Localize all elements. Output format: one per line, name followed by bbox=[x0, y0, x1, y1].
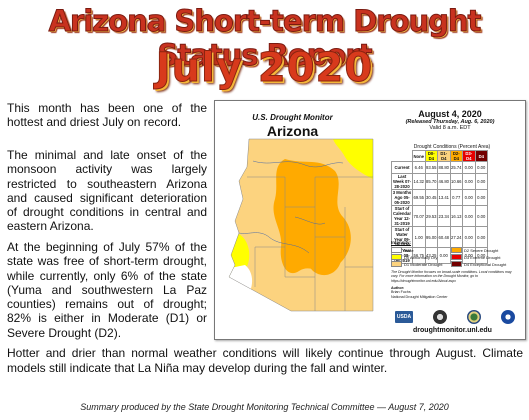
row-label: 3 Months Ago 05-05-2020 bbox=[391, 189, 413, 206]
table-cell: 88.80 bbox=[437, 161, 451, 174]
dm-url: droughtmonitor.unl.edu bbox=[413, 327, 492, 334]
drought-conditions-table: None D0-D4 D1-D4 D2-D4 D3-D4 D4 Current … bbox=[391, 150, 488, 264]
table-cell: 23.34 bbox=[437, 205, 451, 227]
legend-swatch bbox=[451, 261, 462, 267]
table-cell: 43.25 bbox=[424, 247, 438, 264]
col-header: None bbox=[412, 150, 426, 162]
table-cell: 30.45 bbox=[424, 189, 438, 206]
dm-table-title: Drought Conditions (Percent Area) bbox=[413, 144, 491, 150]
col-header: D2-D4 bbox=[449, 150, 463, 162]
legend-item: None bbox=[391, 247, 451, 253]
dm-valid: Valid 8 a.m. EDT bbox=[429, 125, 471, 131]
row-label: Current bbox=[391, 161, 413, 174]
dm-state: Arizona bbox=[266, 123, 319, 139]
table-cell: 0.00 bbox=[462, 205, 476, 227]
table-cell: 0.00 bbox=[462, 173, 476, 190]
table-cell: 85.70 bbox=[424, 173, 438, 190]
dm-date: August 4, 2020 bbox=[418, 109, 482, 119]
paragraph-3: At the beginning of July 57% of the stat… bbox=[7, 240, 207, 340]
arizona-drought-map bbox=[228, 138, 374, 312]
usda-logo: USDA bbox=[395, 311, 413, 323]
table-cell: 25.74 bbox=[449, 161, 463, 174]
table-cell: 0.00 bbox=[474, 226, 488, 248]
table-cell: 0.00 bbox=[474, 205, 488, 227]
dm-header: U.S. Drought Monitor Arizona bbox=[225, 113, 360, 139]
legend-item: D3 Extreme Drought bbox=[451, 254, 511, 260]
table-cell: 0.00 bbox=[474, 189, 488, 206]
table-cell: 0.00 bbox=[474, 247, 488, 264]
dm-date-block: August 4, 2020 (Released Thursday, Aug. … bbox=[385, 109, 515, 131]
table-cell: 13.41 bbox=[437, 189, 451, 206]
legend-note: The Drought Monitor focuses on broad-sca… bbox=[391, 270, 512, 283]
agency-logos: USDA bbox=[395, 309, 515, 325]
table-cell: 29.53 bbox=[424, 205, 438, 227]
table-cell: 0.00 bbox=[462, 189, 476, 206]
table-cell: 0.00 bbox=[437, 247, 451, 264]
table-cell: 69.55 bbox=[412, 189, 426, 206]
footer-credit: Summary produced by the State Drought Mo… bbox=[80, 402, 449, 412]
row-label: Start of Water Year 09-29-2020 bbox=[391, 226, 413, 248]
legend-item: D4 Exceptional Drought bbox=[451, 261, 511, 267]
dm-title: U.S. Drought Monitor bbox=[252, 113, 333, 122]
table-cell: 70.07 bbox=[412, 205, 426, 227]
col-header: D4 bbox=[474, 150, 488, 162]
legend-label: None bbox=[404, 247, 414, 253]
table-cell: 16.13 bbox=[449, 205, 463, 227]
legend-label: D0 Abnormally Dry bbox=[404, 254, 438, 260]
legend-swatch bbox=[451, 254, 462, 260]
table-corner bbox=[392, 151, 413, 162]
legend-label: D1 Moderate Drought bbox=[404, 261, 443, 267]
table-row: Start of Calendar Year 12-31-2019 70.07 … bbox=[391, 205, 488, 227]
table-row: Start of Water Year 09-29-2020 1.00 95.0… bbox=[391, 226, 488, 248]
legend-item: D0 Abnormally Dry bbox=[391, 254, 451, 260]
legend-label: D3 Extreme Drought bbox=[464, 254, 501, 260]
paragraph-outlook: Hotter and drier than normal weather con… bbox=[7, 346, 523, 375]
table-row: Current 6.46 93.55 88.80 25.74 0.00 0.00 bbox=[391, 161, 488, 174]
table-cell: 10.66 bbox=[449, 173, 463, 190]
table-cell: 6.46 bbox=[412, 161, 426, 174]
table-cell: 93.55 bbox=[424, 161, 438, 174]
legend-label: D2 Severe Drought bbox=[464, 247, 499, 253]
drought-monitor-figure: U.S. Drought Monitor Arizona August 4, 2… bbox=[214, 100, 526, 340]
noaa-logo bbox=[501, 310, 515, 324]
dm-release: (Released Thursday, Aug. 6, 2020) bbox=[405, 119, 495, 125]
author-block: Author: Brian Fuchs National Drought Mit… bbox=[391, 286, 521, 300]
report-title: Arizona Short-term Drought Status Report bbox=[48, 4, 482, 73]
row-label: Start of Calendar Year 12-31-2019 bbox=[391, 205, 413, 227]
legend-swatch bbox=[391, 261, 402, 267]
legend-label: D4 Exceptional Drought bbox=[464, 261, 507, 267]
table-cell: 14.32 bbox=[412, 173, 426, 190]
author-name: Brian Fuchs bbox=[391, 290, 411, 295]
author-label: Author: bbox=[391, 285, 405, 290]
legend-swatch bbox=[391, 254, 402, 260]
table-cell: 0.00 bbox=[474, 161, 488, 174]
report-month: July 2020 bbox=[155, 45, 374, 92]
legend-title: Intensity: bbox=[391, 240, 412, 245]
legend-item: D1 Moderate Drought bbox=[391, 261, 451, 267]
ndmc-logo bbox=[433, 310, 447, 324]
dm-legend: Intensity: None D2 Severe Drought D0 Abn… bbox=[391, 240, 521, 299]
table-cell: 46.80 bbox=[437, 173, 451, 190]
paragraph-1: This month has been one of the hottest a… bbox=[7, 101, 207, 130]
paragraph-2: The minimal and late onset of the monsoo… bbox=[7, 148, 207, 234]
table-cell: 0.00 bbox=[462, 161, 476, 174]
table-row: 3 Months Ago 05-05-2020 69.55 30.45 13.4… bbox=[391, 189, 488, 206]
legend-item: D2 Severe Drought bbox=[451, 247, 511, 253]
row-label: Last Week 07-28-2020 bbox=[391, 173, 413, 190]
author-org: National Drought Mitigation Center bbox=[391, 294, 448, 299]
col-header: D3-D4 bbox=[462, 150, 476, 162]
usda-seal-logo bbox=[467, 310, 481, 324]
legend-swatch bbox=[451, 247, 462, 253]
table-cell: 0.00 bbox=[474, 173, 488, 190]
table-cell: 0.77 bbox=[449, 189, 463, 206]
legend-swatch bbox=[391, 247, 402, 253]
col-header: D1-D4 bbox=[437, 150, 451, 162]
col-header: D0-D4 bbox=[424, 150, 438, 162]
table-row: Last Week 07-28-2020 14.32 85.70 46.80 1… bbox=[391, 173, 488, 190]
